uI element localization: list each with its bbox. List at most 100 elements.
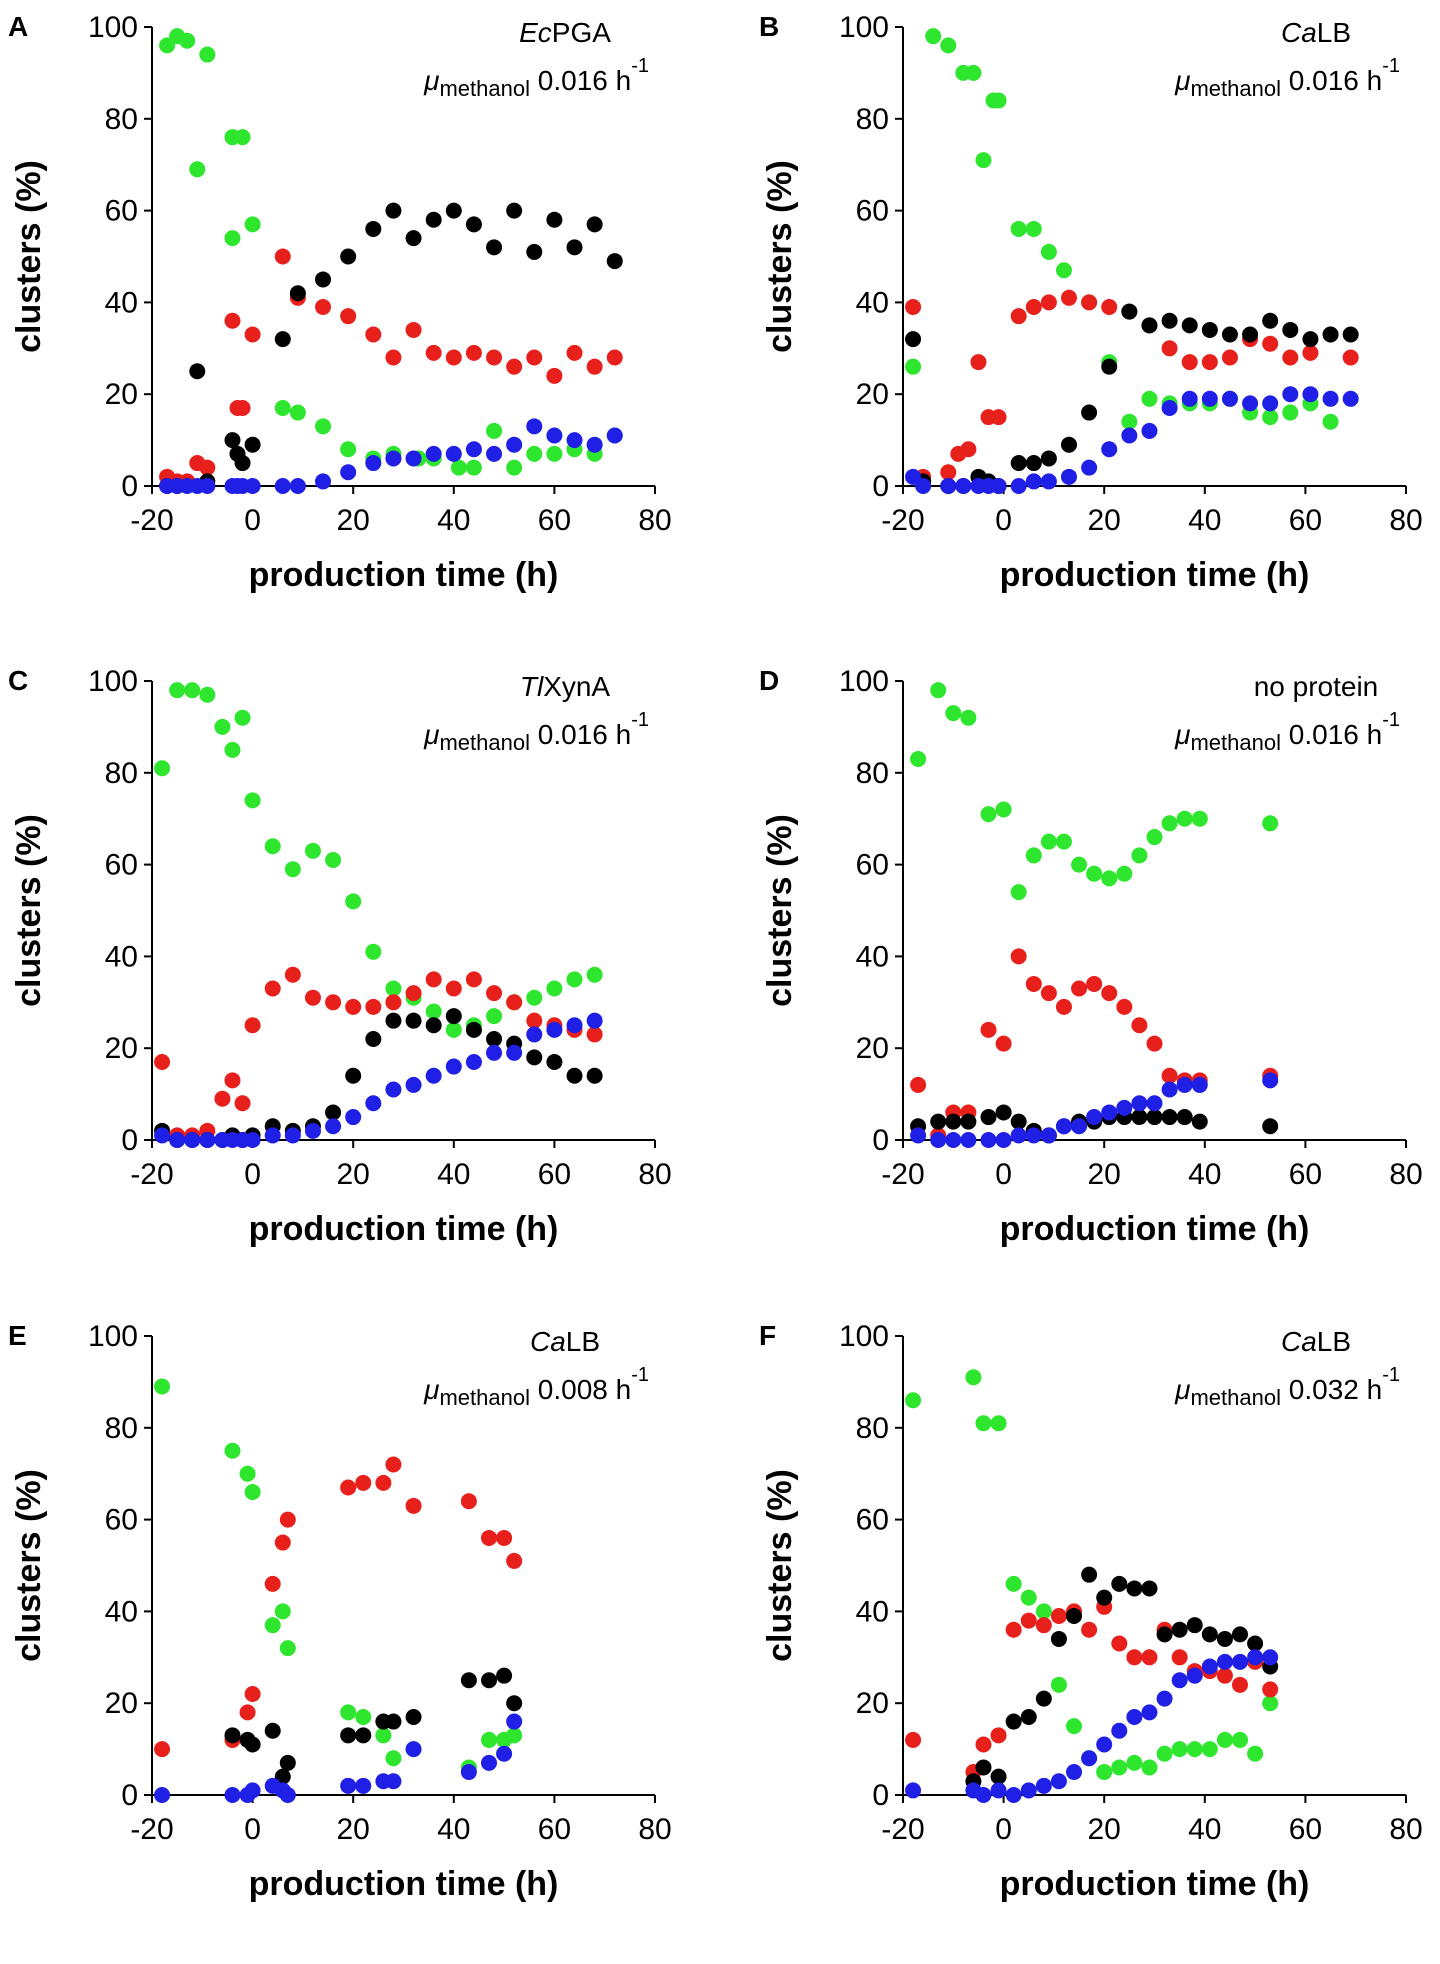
data-point bbox=[1141, 1759, 1158, 1776]
data-point bbox=[1146, 829, 1163, 846]
x-axis-label: production time (h) bbox=[249, 1210, 559, 1248]
data-point bbox=[1025, 220, 1042, 237]
data-point bbox=[1126, 1580, 1143, 1597]
y-axis-label: clusters (%) bbox=[761, 814, 799, 1007]
data-point bbox=[990, 478, 1007, 494]
data-point bbox=[224, 741, 241, 758]
data-point bbox=[995, 1035, 1012, 1052]
data-point bbox=[1161, 312, 1178, 329]
y-tick-label: 100 bbox=[839, 11, 889, 44]
annotation-text: μ bbox=[423, 65, 439, 96]
data-point bbox=[1020, 1782, 1037, 1799]
data-point bbox=[980, 1021, 997, 1038]
annotation-text: μ bbox=[1174, 719, 1190, 750]
annotation-text: XynA bbox=[543, 671, 610, 702]
data-point bbox=[405, 1076, 422, 1093]
data-point bbox=[1101, 985, 1118, 1002]
x-tick-label: 20 bbox=[337, 1813, 370, 1846]
data-point bbox=[1071, 980, 1088, 997]
data-point bbox=[199, 686, 216, 703]
data-point bbox=[340, 464, 357, 481]
y-tick-label: 60 bbox=[856, 849, 889, 882]
annotation: CaLB bbox=[1281, 1326, 1351, 1357]
data-point bbox=[385, 1713, 402, 1730]
data-point bbox=[1191, 1113, 1208, 1130]
data-point bbox=[945, 705, 962, 722]
data-point bbox=[1186, 1667, 1203, 1684]
data-point bbox=[234, 1095, 251, 1112]
data-point bbox=[915, 478, 932, 494]
data-point bbox=[234, 399, 251, 416]
data-point bbox=[1116, 1099, 1133, 1116]
panel-label: B bbox=[759, 11, 779, 42]
data-point bbox=[244, 436, 261, 453]
annotation: CaLB bbox=[1281, 17, 1351, 48]
x-tick-label: -20 bbox=[130, 1158, 173, 1191]
data-point bbox=[1146, 1095, 1163, 1112]
data-point bbox=[1121, 413, 1138, 430]
data-point bbox=[930, 1113, 947, 1130]
data-point bbox=[425, 1017, 442, 1034]
data-point bbox=[1081, 1621, 1098, 1638]
data-point bbox=[1010, 478, 1027, 494]
data-point bbox=[425, 1003, 442, 1020]
data-point bbox=[1146, 1035, 1163, 1052]
data-point bbox=[304, 1122, 321, 1139]
data-point bbox=[990, 1782, 1007, 1799]
y-tick-label: 60 bbox=[105, 849, 138, 882]
y-tick-label: 40 bbox=[856, 940, 889, 973]
data-point bbox=[1096, 1764, 1113, 1781]
data-point bbox=[189, 363, 206, 380]
data-point bbox=[284, 1127, 301, 1144]
data-point bbox=[1282, 386, 1299, 403]
data-point bbox=[405, 1708, 422, 1725]
data-point bbox=[244, 326, 261, 343]
data-point bbox=[965, 64, 982, 81]
x-axis-label: production time (h) bbox=[249, 1865, 559, 1903]
annotation: TlXynA bbox=[520, 671, 611, 702]
x-axis-label: production time (h) bbox=[249, 556, 559, 594]
data-point bbox=[1121, 303, 1138, 320]
data-point bbox=[1025, 298, 1042, 315]
x-axis-label: production time (h) bbox=[1000, 1865, 1310, 1903]
data-point bbox=[546, 427, 563, 444]
data-point bbox=[405, 321, 422, 338]
data-point bbox=[345, 893, 362, 910]
data-point bbox=[566, 1067, 583, 1084]
data-point bbox=[1161, 399, 1178, 416]
x-tick-label: 80 bbox=[1389, 1813, 1422, 1846]
data-point bbox=[425, 211, 442, 228]
data-point bbox=[1025, 1127, 1042, 1144]
data-point bbox=[1181, 390, 1198, 407]
y-axis-label: clusters (%) bbox=[10, 814, 48, 1007]
data-point bbox=[184, 1132, 201, 1148]
data-point bbox=[340, 248, 357, 265]
data-point bbox=[1101, 1104, 1118, 1121]
data-point bbox=[1025, 847, 1042, 864]
data-point bbox=[945, 1132, 962, 1148]
data-point bbox=[486, 445, 503, 462]
annotation-text: 0.032 h bbox=[1281, 1374, 1382, 1405]
data-point bbox=[274, 1534, 291, 1551]
data-point bbox=[995, 1104, 1012, 1121]
data-point bbox=[586, 966, 603, 983]
data-point bbox=[199, 459, 216, 476]
annotation-text: μ bbox=[423, 1374, 439, 1405]
data-point bbox=[1131, 1109, 1148, 1126]
data-point bbox=[224, 1727, 241, 1744]
data-point bbox=[1050, 1630, 1067, 1647]
annotation: μmethanol 0.016 h-1 bbox=[1174, 55, 1400, 101]
data-point bbox=[199, 46, 216, 63]
data-point bbox=[355, 1474, 372, 1491]
data-point bbox=[1010, 948, 1027, 965]
data-point bbox=[234, 709, 251, 726]
data-point bbox=[234, 455, 251, 472]
data-point bbox=[340, 308, 357, 325]
data-point bbox=[1081, 294, 1098, 311]
data-point bbox=[1282, 349, 1299, 366]
data-point bbox=[1176, 1109, 1193, 1126]
data-point bbox=[154, 1127, 171, 1144]
data-point bbox=[325, 852, 342, 869]
x-tick-label: 40 bbox=[1188, 1158, 1221, 1191]
data-point bbox=[1126, 1754, 1143, 1771]
